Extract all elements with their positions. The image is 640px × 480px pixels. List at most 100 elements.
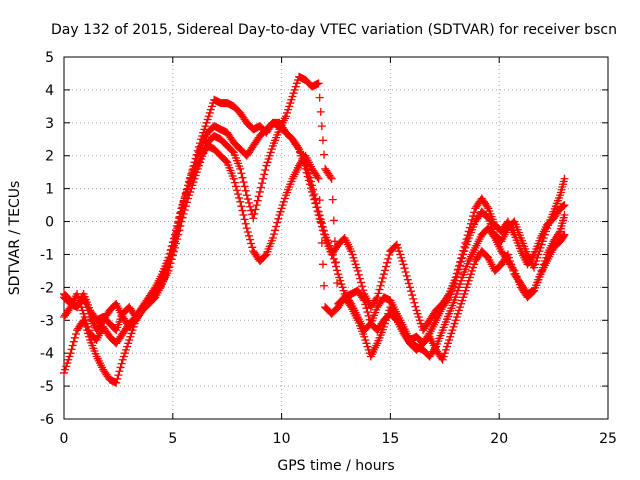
data-point [382, 262, 391, 271]
data-point [411, 302, 420, 311]
data-point [400, 264, 409, 273]
data-point [353, 266, 362, 275]
data-point [385, 251, 394, 260]
data-point [509, 265, 518, 274]
x-tick-label: 15 [381, 431, 399, 447]
y-tick-label: 5 [45, 50, 54, 66]
data-point [460, 242, 469, 251]
data-point [468, 215, 476, 224]
data-point [242, 224, 251, 233]
data-point [240, 215, 249, 224]
data-point [410, 298, 419, 307]
data-point [361, 300, 370, 309]
data-point [318, 260, 327, 269]
data-point [461, 238, 470, 247]
data-point [316, 217, 325, 226]
data-point [181, 202, 190, 211]
data-point [327, 174, 336, 183]
data-point [236, 197, 245, 206]
data-point [354, 270, 363, 279]
data-point [333, 278, 342, 287]
data-point [252, 201, 261, 210]
data-point [316, 107, 325, 116]
axis-ticks: 0 5 10 15 20 25 -6 -5 -4 -3 -2 -1 0 1 2 3 4 5 [40, 50, 617, 447]
data-point [272, 222, 281, 231]
data-point [320, 230, 329, 239]
data-point [332, 258, 340, 267]
data-point [243, 227, 252, 236]
data-point [463, 231, 472, 240]
data-point [431, 344, 440, 353]
data-point [318, 226, 327, 235]
data-point [405, 283, 414, 292]
data-point [112, 378, 121, 387]
data-point [248, 243, 257, 252]
data-point [376, 281, 385, 290]
data-point [306, 184, 315, 193]
data-point [243, 195, 252, 204]
data-point [379, 270, 388, 279]
data-point [180, 206, 189, 215]
data-point [178, 213, 187, 222]
data-point [459, 246, 468, 255]
x-tick-label: 20 [490, 431, 508, 447]
data-point [273, 218, 282, 227]
data-point [241, 186, 250, 195]
data-point [251, 205, 260, 214]
data-point [250, 209, 259, 218]
data-point [329, 216, 338, 225]
data-point [333, 266, 342, 275]
data-point [402, 271, 411, 280]
y-tick-label: 1 [45, 182, 54, 198]
data-point [236, 164, 245, 173]
data-point [237, 202, 246, 211]
data-point [168, 251, 177, 260]
data-point [465, 223, 474, 232]
data-point [555, 229, 564, 238]
data-point [383, 258, 392, 267]
data-point [453, 265, 462, 274]
data-point [167, 255, 176, 264]
data-point [315, 196, 324, 205]
data-point [175, 226, 184, 235]
data-point [174, 230, 183, 239]
data-point [313, 173, 322, 182]
data-point [71, 329, 80, 338]
data-point [311, 199, 320, 208]
data-point [364, 311, 373, 320]
x-tick-label: 10 [273, 431, 291, 447]
data-point [241, 219, 250, 228]
data-point [452, 269, 461, 278]
data-point [114, 371, 123, 380]
data-point [269, 230, 278, 239]
data-point [271, 226, 280, 235]
data-point [317, 122, 326, 131]
data-point [401, 268, 410, 277]
data-point [312, 203, 321, 212]
data-point [66, 349, 75, 358]
data-point [464, 227, 473, 236]
data-point [462, 235, 471, 244]
data-point [117, 359, 126, 368]
data-point [404, 279, 413, 288]
y-axis-label: SDTVAR / TECUs [7, 181, 23, 296]
data-point [244, 231, 253, 240]
data-point [274, 214, 283, 223]
data-point [357, 278, 366, 287]
series-4 [60, 72, 569, 361]
data-point [308, 187, 317, 196]
y-tick-label: 2 [45, 149, 54, 165]
data-point [317, 222, 326, 231]
data-point [166, 259, 175, 268]
data-point [69, 337, 78, 346]
x-tick-label: 25 [599, 431, 617, 447]
data-point [456, 258, 465, 267]
data-point [483, 202, 492, 211]
data-point [261, 165, 270, 174]
plot-frame [63, 56, 609, 420]
chart-title: Day 132 of 2015, Sidereal Day-to-day VTE… [51, 22, 617, 38]
data-point [444, 291, 453, 300]
data-point [384, 254, 393, 263]
data-point [360, 296, 369, 305]
